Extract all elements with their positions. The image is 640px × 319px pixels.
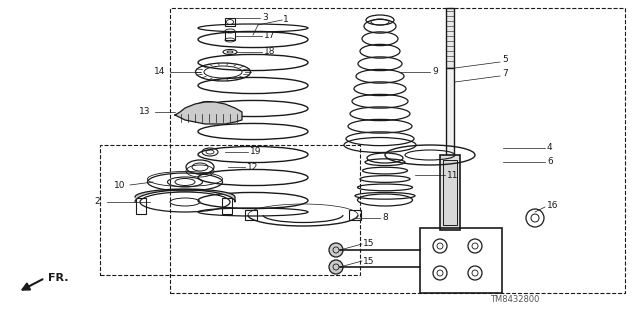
Text: 13: 13 bbox=[138, 108, 150, 116]
Text: 18: 18 bbox=[264, 48, 275, 56]
Text: 6: 6 bbox=[547, 158, 553, 167]
Bar bbox=[136, 198, 146, 214]
Text: 7: 7 bbox=[502, 70, 508, 78]
Polygon shape bbox=[135, 189, 235, 202]
Text: 16: 16 bbox=[547, 201, 559, 210]
Text: 2: 2 bbox=[94, 197, 100, 206]
Text: FR.: FR. bbox=[48, 273, 68, 283]
Text: 3: 3 bbox=[262, 13, 268, 23]
Circle shape bbox=[329, 260, 343, 274]
Text: 11: 11 bbox=[447, 170, 458, 180]
Text: 17: 17 bbox=[264, 32, 275, 41]
Bar bbox=[440, 155, 460, 230]
Text: TM8432800: TM8432800 bbox=[490, 295, 540, 305]
Bar bbox=[446, 68, 454, 158]
Text: 19: 19 bbox=[250, 147, 262, 157]
Polygon shape bbox=[175, 102, 242, 124]
Bar bbox=[100, 145, 360, 275]
Bar bbox=[170, 8, 625, 293]
Text: 12: 12 bbox=[247, 162, 259, 172]
Text: 5: 5 bbox=[502, 56, 508, 64]
Text: 10: 10 bbox=[113, 181, 125, 189]
Text: 8: 8 bbox=[382, 213, 388, 222]
Bar bbox=[245, 210, 257, 220]
Text: 1: 1 bbox=[283, 16, 289, 25]
Text: 9: 9 bbox=[432, 68, 438, 77]
Bar bbox=[222, 198, 232, 214]
Bar bbox=[420, 228, 502, 293]
Text: 4: 4 bbox=[547, 144, 552, 152]
Text: 14: 14 bbox=[154, 68, 165, 77]
Bar bbox=[225, 18, 235, 26]
Text: 15: 15 bbox=[363, 240, 374, 249]
Bar bbox=[349, 210, 361, 220]
Bar bbox=[443, 160, 457, 225]
Bar bbox=[225, 31, 235, 40]
Bar bbox=[446, 8, 454, 68]
Circle shape bbox=[329, 243, 343, 257]
Text: 15: 15 bbox=[363, 256, 374, 265]
